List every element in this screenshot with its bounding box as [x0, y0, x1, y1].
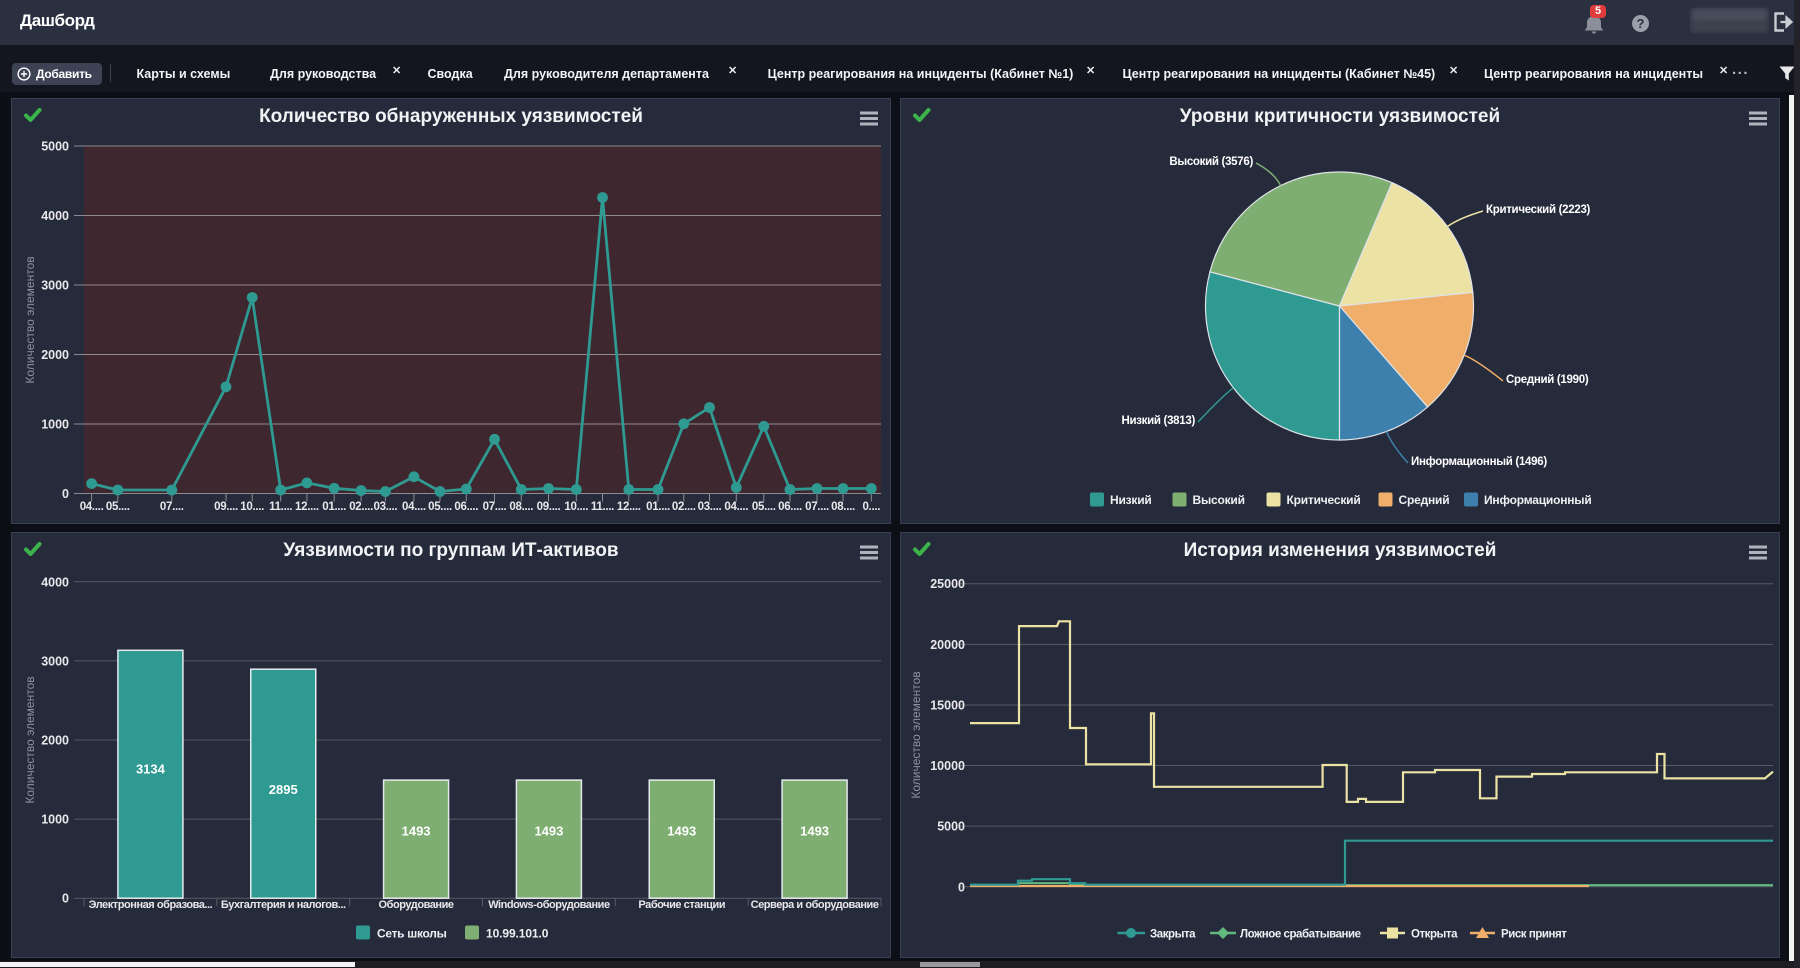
- svg-text:09....: 09....: [214, 501, 238, 513]
- svg-text:Сеть школы: Сеть школы: [377, 926, 447, 940]
- svg-text:2000: 2000: [41, 348, 69, 362]
- svg-text:0: 0: [958, 880, 965, 894]
- svg-text:1493: 1493: [800, 823, 829, 838]
- svg-text:02....: 02....: [349, 501, 373, 513]
- svg-text:08....: 08....: [831, 501, 855, 513]
- svg-text:0....: 0....: [862, 501, 880, 513]
- svg-text:Средний: Средний: [1399, 493, 1450, 507]
- svg-text:09....: 09....: [537, 501, 561, 513]
- svg-text:История изменения уязвимостей: История изменения уязвимостей: [1184, 540, 1497, 561]
- svg-text:Уровни критичности уязвимостей: Уровни критичности уязвимостей: [1180, 106, 1500, 127]
- svg-text:12....: 12....: [295, 501, 319, 513]
- svg-text:11....: 11....: [591, 501, 614, 513]
- svg-text:Критический (2223): Критический (2223): [1486, 204, 1591, 216]
- svg-text:5000: 5000: [41, 140, 69, 154]
- svg-text:07....: 07....: [483, 501, 507, 513]
- svg-text:Ложное срабатывание: Ложное срабатывание: [1240, 928, 1361, 940]
- svg-text:0: 0: [62, 891, 69, 905]
- svg-text:04....: 04....: [402, 501, 426, 513]
- svg-text:Риск принят: Риск принят: [1501, 928, 1567, 940]
- svg-text:10....: 10....: [564, 501, 588, 513]
- svg-text:25000: 25000: [930, 577, 965, 591]
- svg-text:01....: 01....: [322, 501, 346, 513]
- svg-text:15000: 15000: [930, 698, 965, 712]
- svg-text:3000: 3000: [41, 279, 69, 293]
- svg-text:08....: 08....: [509, 501, 533, 513]
- svg-text:3000: 3000: [41, 654, 69, 668]
- svg-text:Оборудование: Оборудование: [379, 899, 454, 911]
- svg-text:1000: 1000: [41, 418, 69, 432]
- svg-text:Высокий (3576): Высокий (3576): [1169, 156, 1253, 168]
- svg-text:Информационный: Информационный: [1484, 493, 1592, 507]
- svg-text:10.99.101.0: 10.99.101.0: [486, 926, 549, 940]
- svg-text:10000: 10000: [930, 759, 965, 773]
- svg-text:0: 0: [62, 487, 69, 501]
- svg-text:07....: 07....: [160, 501, 184, 513]
- svg-text:Электронная образова...: Электронная образова...: [89, 899, 213, 911]
- svg-text:Высокий: Высокий: [1193, 493, 1245, 507]
- svg-text:12....: 12....: [617, 501, 641, 513]
- svg-text:Количество элементов: Количество элементов: [23, 256, 37, 383]
- svg-text:03....: 03....: [374, 501, 398, 513]
- svg-text:4000: 4000: [41, 209, 69, 223]
- svg-text:5000: 5000: [937, 819, 965, 833]
- svg-text:Сервера и оборудование: Сервера и оборудование: [751, 899, 879, 911]
- svg-text:Информационный (1496): Информационный (1496): [1411, 456, 1547, 468]
- svg-text:03....: 03....: [698, 501, 722, 513]
- svg-text:Бухгалтерия и налогов...: Бухгалтерия и налогов...: [221, 899, 346, 911]
- svg-text:2000: 2000: [41, 733, 69, 747]
- svg-text:10....: 10....: [240, 501, 264, 513]
- svg-text:Количество элементов: Количество элементов: [909, 671, 923, 798]
- svg-text:02....: 02....: [672, 501, 696, 513]
- svg-text:Уязвимости по группам ИТ-актив: Уязвимости по группам ИТ-активов: [283, 540, 618, 561]
- svg-text:Закрыта: Закрыта: [1150, 928, 1196, 940]
- svg-text:07....: 07....: [805, 501, 829, 513]
- svg-text:Рабочие станции: Рабочие станции: [638, 899, 725, 911]
- svg-text:20000: 20000: [930, 637, 965, 651]
- svg-text:Средний (1990): Средний (1990): [1506, 374, 1589, 386]
- svg-text:1493: 1493: [402, 823, 431, 838]
- svg-text:1493: 1493: [667, 823, 696, 838]
- svg-text:Количество элементов: Количество элементов: [23, 676, 37, 803]
- svg-text:06....: 06....: [778, 501, 802, 513]
- svg-text:2895: 2895: [269, 782, 298, 797]
- svg-text:05....: 05....: [428, 501, 452, 513]
- svg-text:01....: 01....: [646, 501, 670, 513]
- svg-text:1000: 1000: [41, 812, 69, 826]
- svg-text:05....: 05....: [752, 501, 776, 513]
- svg-text:Открыта: Открыта: [1411, 928, 1458, 940]
- svg-text:1493: 1493: [534, 823, 563, 838]
- svg-text:Windows-оборудование: Windows-оборудование: [488, 899, 610, 911]
- svg-text:Низкий: Низкий: [1110, 493, 1152, 507]
- svg-text:06....: 06....: [454, 501, 478, 513]
- svg-text:Количество обнаруженных уязвим: Количество обнаруженных уязвимостей: [259, 106, 643, 127]
- svg-text:04....: 04....: [80, 501, 104, 513]
- svg-text:04....: 04....: [724, 501, 748, 513]
- svg-text:11....: 11....: [269, 501, 292, 513]
- svg-text:Критический: Критический: [1287, 493, 1361, 507]
- svg-text:Низкий (3813): Низкий (3813): [1121, 415, 1195, 427]
- svg-text:4000: 4000: [41, 575, 69, 589]
- svg-text:3134: 3134: [136, 761, 166, 776]
- svg-text:05....: 05....: [106, 501, 130, 513]
